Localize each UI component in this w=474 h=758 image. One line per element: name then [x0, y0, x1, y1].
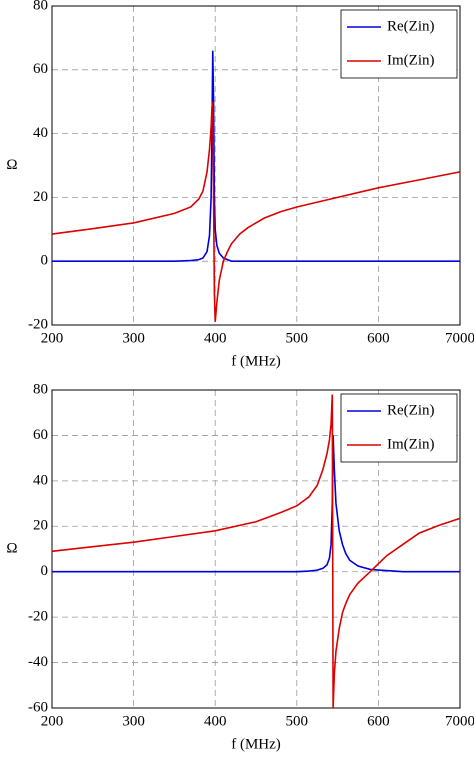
x-tick-label: 600	[367, 713, 390, 729]
series-line	[51, 101, 461, 322]
y-tick-label: 20	[33, 518, 48, 534]
y-tick-label: 80	[33, 0, 48, 13]
y-tick-label: 0	[41, 253, 49, 269]
y-tick-label: -20	[28, 316, 48, 332]
y-axis-label: Ω	[6, 157, 17, 173]
x-tick-label: 600	[367, 330, 390, 346]
y-tick-label: 20	[33, 189, 48, 205]
x-tick-label: 500	[286, 713, 309, 729]
y-tick-label: -60	[28, 699, 48, 715]
x-tick-label: 400	[204, 713, 227, 729]
legend-box	[340, 9, 458, 79]
y-tick-label: 40	[33, 125, 48, 141]
legend-label: Im(Zin)	[387, 436, 434, 452]
x-tick-label: 300	[122, 713, 145, 729]
series-line	[51, 394, 461, 709]
x-tick-label: 300	[122, 330, 145, 346]
legend-label: Re(Zin)	[387, 402, 434, 418]
plot-frame	[51, 5, 461, 326]
x-tick-label: 400	[204, 330, 227, 346]
legend-box	[340, 393, 458, 463]
y-tick-label: 0	[41, 563, 49, 579]
y-tick-label: 80	[33, 381, 48, 397]
x-tick-label: 200	[41, 713, 64, 729]
y-tick-label: 40	[33, 472, 48, 488]
x-tick-label: 200	[41, 330, 64, 346]
y-tick-label: 60	[33, 427, 48, 443]
y-tick-label: -40	[28, 654, 48, 670]
legend-label: Re(Zin)	[387, 18, 434, 34]
plot-frame	[51, 389, 461, 709]
y-tick-label: -20	[28, 609, 48, 625]
x-tick-label: 500	[286, 330, 309, 346]
x-tick-label: 7000	[445, 330, 474, 346]
legend-label: Im(Zin)	[387, 52, 434, 68]
series-line	[52, 50, 460, 262]
x-axis-label: f (MHz)	[231, 353, 281, 369]
x-axis-label: f (MHz)	[231, 736, 281, 752]
y-axis-label: Ω	[6, 540, 17, 556]
y-tick-label: 60	[33, 61, 48, 77]
x-tick-label: 7000	[445, 713, 474, 729]
